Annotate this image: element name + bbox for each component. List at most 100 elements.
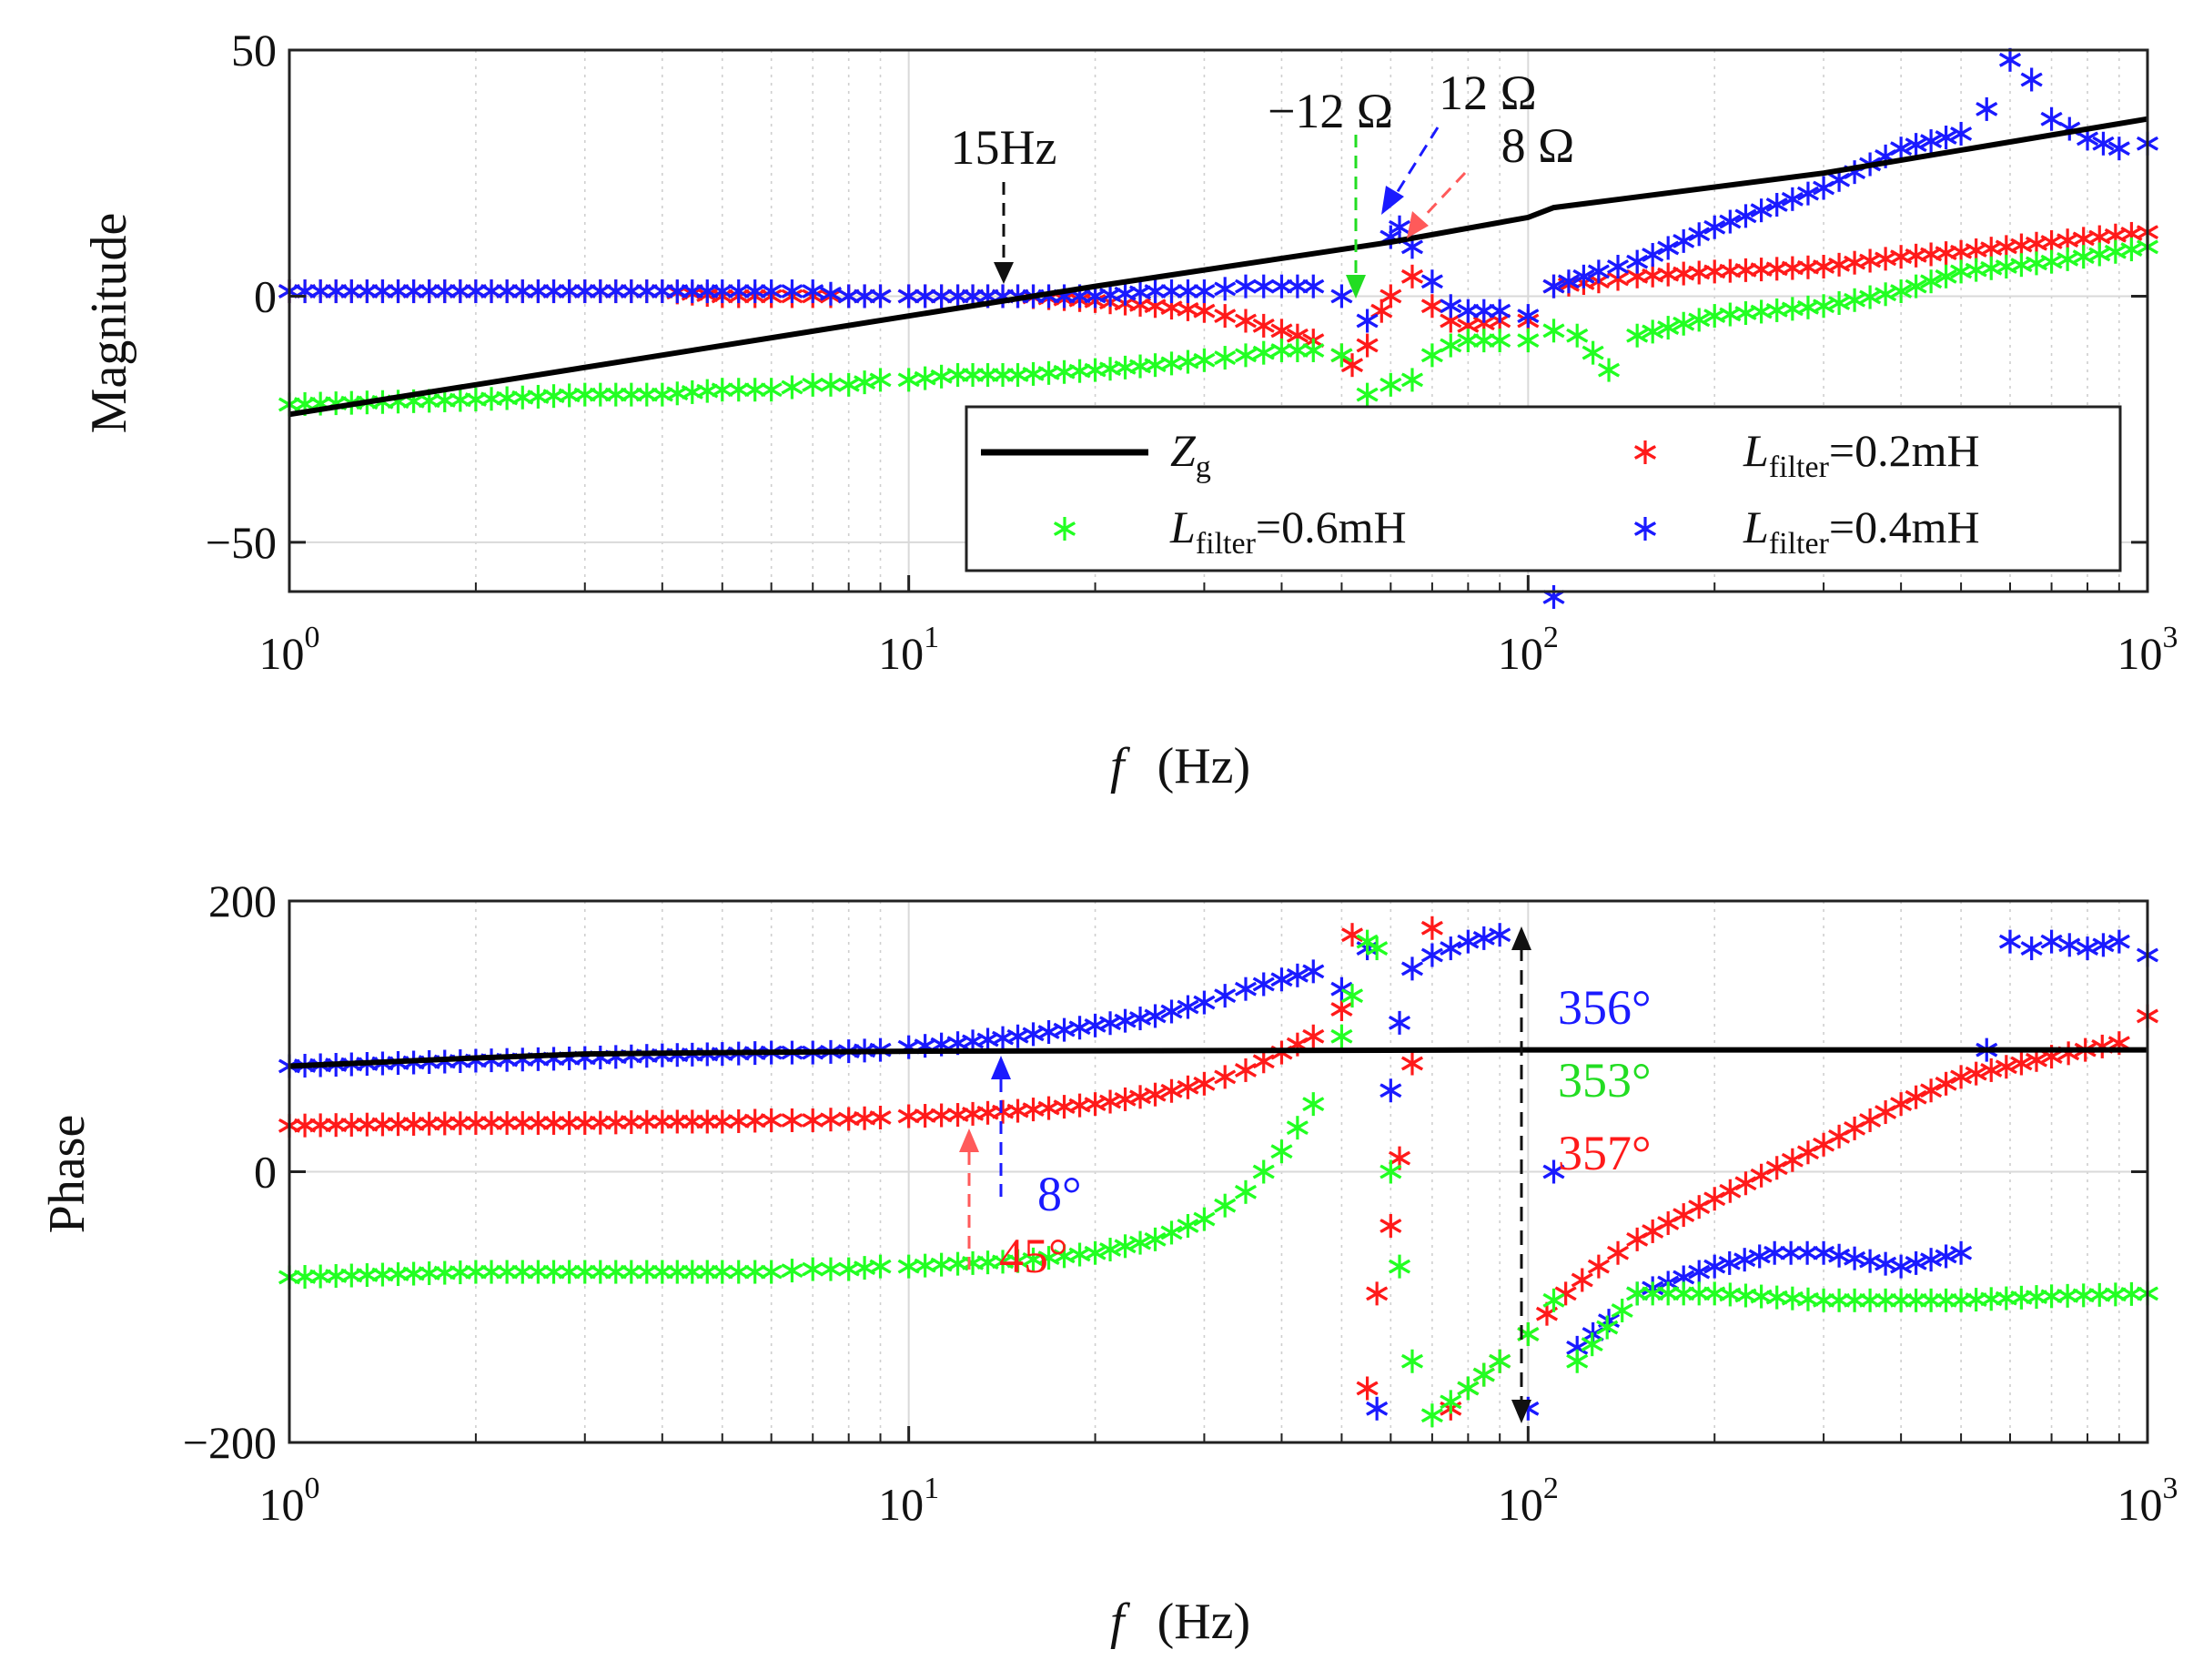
data-point bbox=[711, 1109, 733, 1134]
interpolated-point bbox=[1252, 1049, 1275, 1074]
data-point bbox=[1193, 990, 1216, 1015]
data-point bbox=[1489, 923, 1511, 947]
interpolated-point bbox=[1920, 129, 1943, 154]
interpolated-point bbox=[542, 279, 565, 304]
interpolated-point bbox=[1734, 1283, 1757, 1308]
interpolated-point bbox=[2058, 933, 2081, 957]
interpolated-point bbox=[1642, 243, 1664, 268]
interpolated-point bbox=[1657, 236, 1680, 260]
interpolated-point bbox=[1780, 1240, 1803, 1265]
legend-swatch-l06 bbox=[1053, 517, 1076, 541]
data-point bbox=[1234, 343, 1258, 368]
data-point bbox=[1626, 264, 1649, 288]
interpolated-point bbox=[620, 382, 642, 407]
interpolated-point bbox=[1022, 361, 1045, 386]
interpolated-point bbox=[2104, 1282, 2127, 1307]
interpolated-point bbox=[991, 1099, 1015, 1124]
interpolated-point bbox=[480, 279, 503, 304]
data-point bbox=[1302, 1092, 1325, 1117]
interpolated-point bbox=[511, 279, 534, 304]
interpolated-point bbox=[1828, 1124, 1851, 1149]
data-point bbox=[1457, 929, 1480, 954]
data-point bbox=[760, 378, 783, 402]
data-point bbox=[1626, 1227, 1649, 1251]
data-point bbox=[1084, 358, 1107, 382]
interpolated-point bbox=[1719, 1179, 1742, 1203]
data-point bbox=[897, 1104, 920, 1128]
data-point bbox=[1270, 967, 1293, 992]
interpolated-point bbox=[558, 383, 581, 408]
interpolated-point bbox=[558, 1046, 581, 1070]
interpolated-point bbox=[1606, 255, 1630, 278]
data-point bbox=[651, 382, 673, 407]
data-point bbox=[1084, 1240, 1107, 1265]
interpolated-point bbox=[2072, 1283, 2095, 1308]
interpolated-point bbox=[480, 1260, 503, 1284]
interpolated-point bbox=[1920, 1078, 1943, 1103]
interpolated-point bbox=[1995, 1286, 2017, 1311]
data-point bbox=[1626, 1281, 1649, 1306]
data-point bbox=[1400, 1051, 1424, 1076]
interpolated-point bbox=[727, 378, 750, 402]
data-point bbox=[1400, 264, 1424, 288]
phase-grid bbox=[288, 900, 2148, 1443]
legend-star-l04 bbox=[1633, 517, 1657, 541]
data-point bbox=[760, 1260, 783, 1284]
interpolated-point bbox=[558, 279, 581, 304]
data-point bbox=[1420, 343, 1443, 368]
interpolated-point bbox=[1472, 299, 1495, 323]
data-point bbox=[2040, 106, 2063, 131]
interpolated-point bbox=[340, 1263, 363, 1288]
interpolated-point bbox=[1596, 1315, 1619, 1340]
interpolated-point bbox=[1606, 1240, 1630, 1265]
interpolated-point bbox=[1472, 1362, 1495, 1387]
interpolated-point bbox=[1781, 256, 1804, 280]
interpolated-point bbox=[1750, 299, 1773, 324]
data-point bbox=[1144, 1004, 1167, 1028]
interpolated-point bbox=[2088, 1282, 2111, 1307]
data-point bbox=[1379, 1159, 1402, 1184]
interpolated-point bbox=[1796, 181, 1820, 206]
data-point bbox=[1440, 294, 1462, 319]
interpolated-point bbox=[635, 1260, 658, 1284]
interpolated-point bbox=[727, 1260, 750, 1284]
interpolated-point bbox=[991, 363, 1015, 387]
interpolated-point bbox=[1606, 267, 1630, 291]
interpolated-point bbox=[1796, 1287, 1820, 1311]
data-point bbox=[1366, 936, 1389, 961]
interpolated-point bbox=[1053, 1095, 1076, 1119]
data-point bbox=[1400, 368, 1424, 392]
interpolated-point bbox=[666, 1260, 689, 1284]
y-tick-label: 0 bbox=[254, 270, 277, 321]
interpolated-point bbox=[433, 279, 456, 304]
interpolated-point bbox=[1068, 359, 1091, 383]
data-point bbox=[1193, 1071, 1216, 1096]
interpolated-point bbox=[1920, 269, 1943, 294]
interpolated-point bbox=[1099, 357, 1122, 381]
interpolated-point bbox=[1935, 264, 1957, 288]
interpolated-point bbox=[743, 378, 766, 402]
interpolated-point bbox=[696, 379, 719, 403]
magnitude-y-axis-label: Magnitude bbox=[81, 213, 137, 434]
data-point bbox=[1890, 137, 1913, 161]
interpolated-point bbox=[387, 1262, 409, 1287]
data-point bbox=[1379, 1078, 1402, 1103]
interpolated-point bbox=[527, 1260, 550, 1284]
data-point bbox=[2107, 929, 2130, 954]
data-point bbox=[1400, 956, 1424, 981]
interpolated-point bbox=[635, 279, 658, 304]
data-point bbox=[651, 279, 673, 304]
annotation-minus12-ohm: −12 Ω bbox=[1268, 84, 1393, 299]
magnitude-plot-frame bbox=[288, 48, 2149, 593]
data-point bbox=[2107, 137, 2130, 161]
data-point bbox=[651, 1260, 673, 1284]
data-point bbox=[1144, 1082, 1167, 1107]
data-point bbox=[1703, 1281, 1726, 1306]
interpolated-point bbox=[589, 1260, 611, 1284]
annotation-phase-jump bbox=[1511, 926, 1531, 1423]
interpolated-point bbox=[681, 380, 703, 404]
interpolated-point bbox=[387, 1112, 409, 1137]
interpolated-point bbox=[1781, 297, 1804, 321]
interpolated-point bbox=[1765, 193, 1788, 217]
interpolated-point bbox=[620, 1044, 642, 1068]
